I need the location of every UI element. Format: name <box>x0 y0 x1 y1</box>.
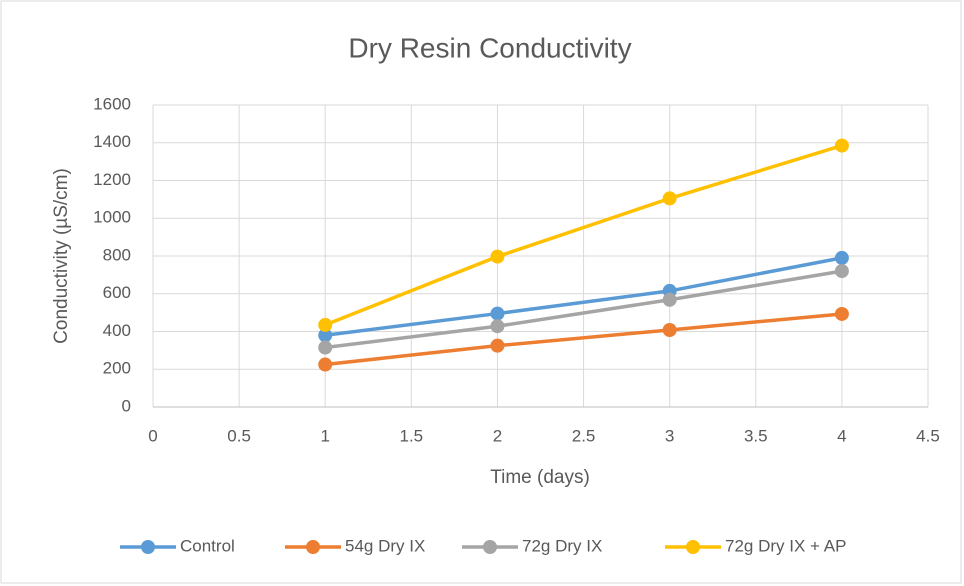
y-tick-label: 800 <box>103 245 131 264</box>
legend-label: 72g Dry IX <box>522 536 602 555</box>
data-point <box>662 292 677 307</box>
legend-marker <box>306 540 320 554</box>
data-point <box>662 191 677 206</box>
data-point <box>834 250 849 265</box>
x-tick-label: 4 <box>837 426 846 445</box>
legend-label: Control <box>180 536 235 555</box>
legend-marker <box>483 540 497 554</box>
data-point <box>834 264 849 279</box>
legend-label: 54g Dry IX <box>345 536 425 555</box>
x-tick-label: 0 <box>148 426 157 445</box>
y-axis-label: Conductivity (µS/cm) <box>51 168 72 344</box>
y-tick-label: 1600 <box>93 94 131 113</box>
x-tick-label: 3.5 <box>744 426 768 445</box>
data-point <box>318 340 333 355</box>
y-tick-label: 1000 <box>93 208 131 227</box>
legend-marker <box>141 540 155 554</box>
data-point <box>318 357 333 372</box>
series-line <box>325 269 843 350</box>
data-point <box>834 306 849 321</box>
series-line <box>325 312 843 367</box>
x-axis-label: Time (days) <box>490 467 590 488</box>
x-tick-label: 2 <box>493 426 502 445</box>
legend-marker <box>686 540 700 554</box>
data-point <box>490 338 505 353</box>
data-point <box>834 138 849 153</box>
data-point <box>490 306 505 321</box>
series-line <box>325 256 843 338</box>
y-tick-label: 1200 <box>93 170 131 189</box>
data-point <box>318 328 333 343</box>
x-tick-label: 1 <box>320 426 329 445</box>
data-point <box>662 322 677 337</box>
data-point <box>318 317 333 332</box>
y-tick-label: 200 <box>103 359 131 378</box>
x-tick-label: 1.5 <box>400 426 424 445</box>
data-point <box>490 249 505 264</box>
legend-label: 72g Dry IX + AP <box>725 536 846 555</box>
x-tick-label: 3 <box>665 426 674 445</box>
y-tick-label: 400 <box>103 321 131 340</box>
data-point <box>490 319 505 334</box>
y-tick-label: 0 <box>122 396 131 415</box>
series-line <box>324 143 843 327</box>
y-tick-label: 600 <box>103 283 131 302</box>
chart-title: Dry Resin Conductivity <box>348 32 631 63</box>
y-tick-label: 1400 <box>93 132 131 151</box>
x-tick-label: 4.5 <box>916 426 940 445</box>
x-tick-label: 0.5 <box>227 426 251 445</box>
x-tick-label: 2.5 <box>572 426 596 445</box>
